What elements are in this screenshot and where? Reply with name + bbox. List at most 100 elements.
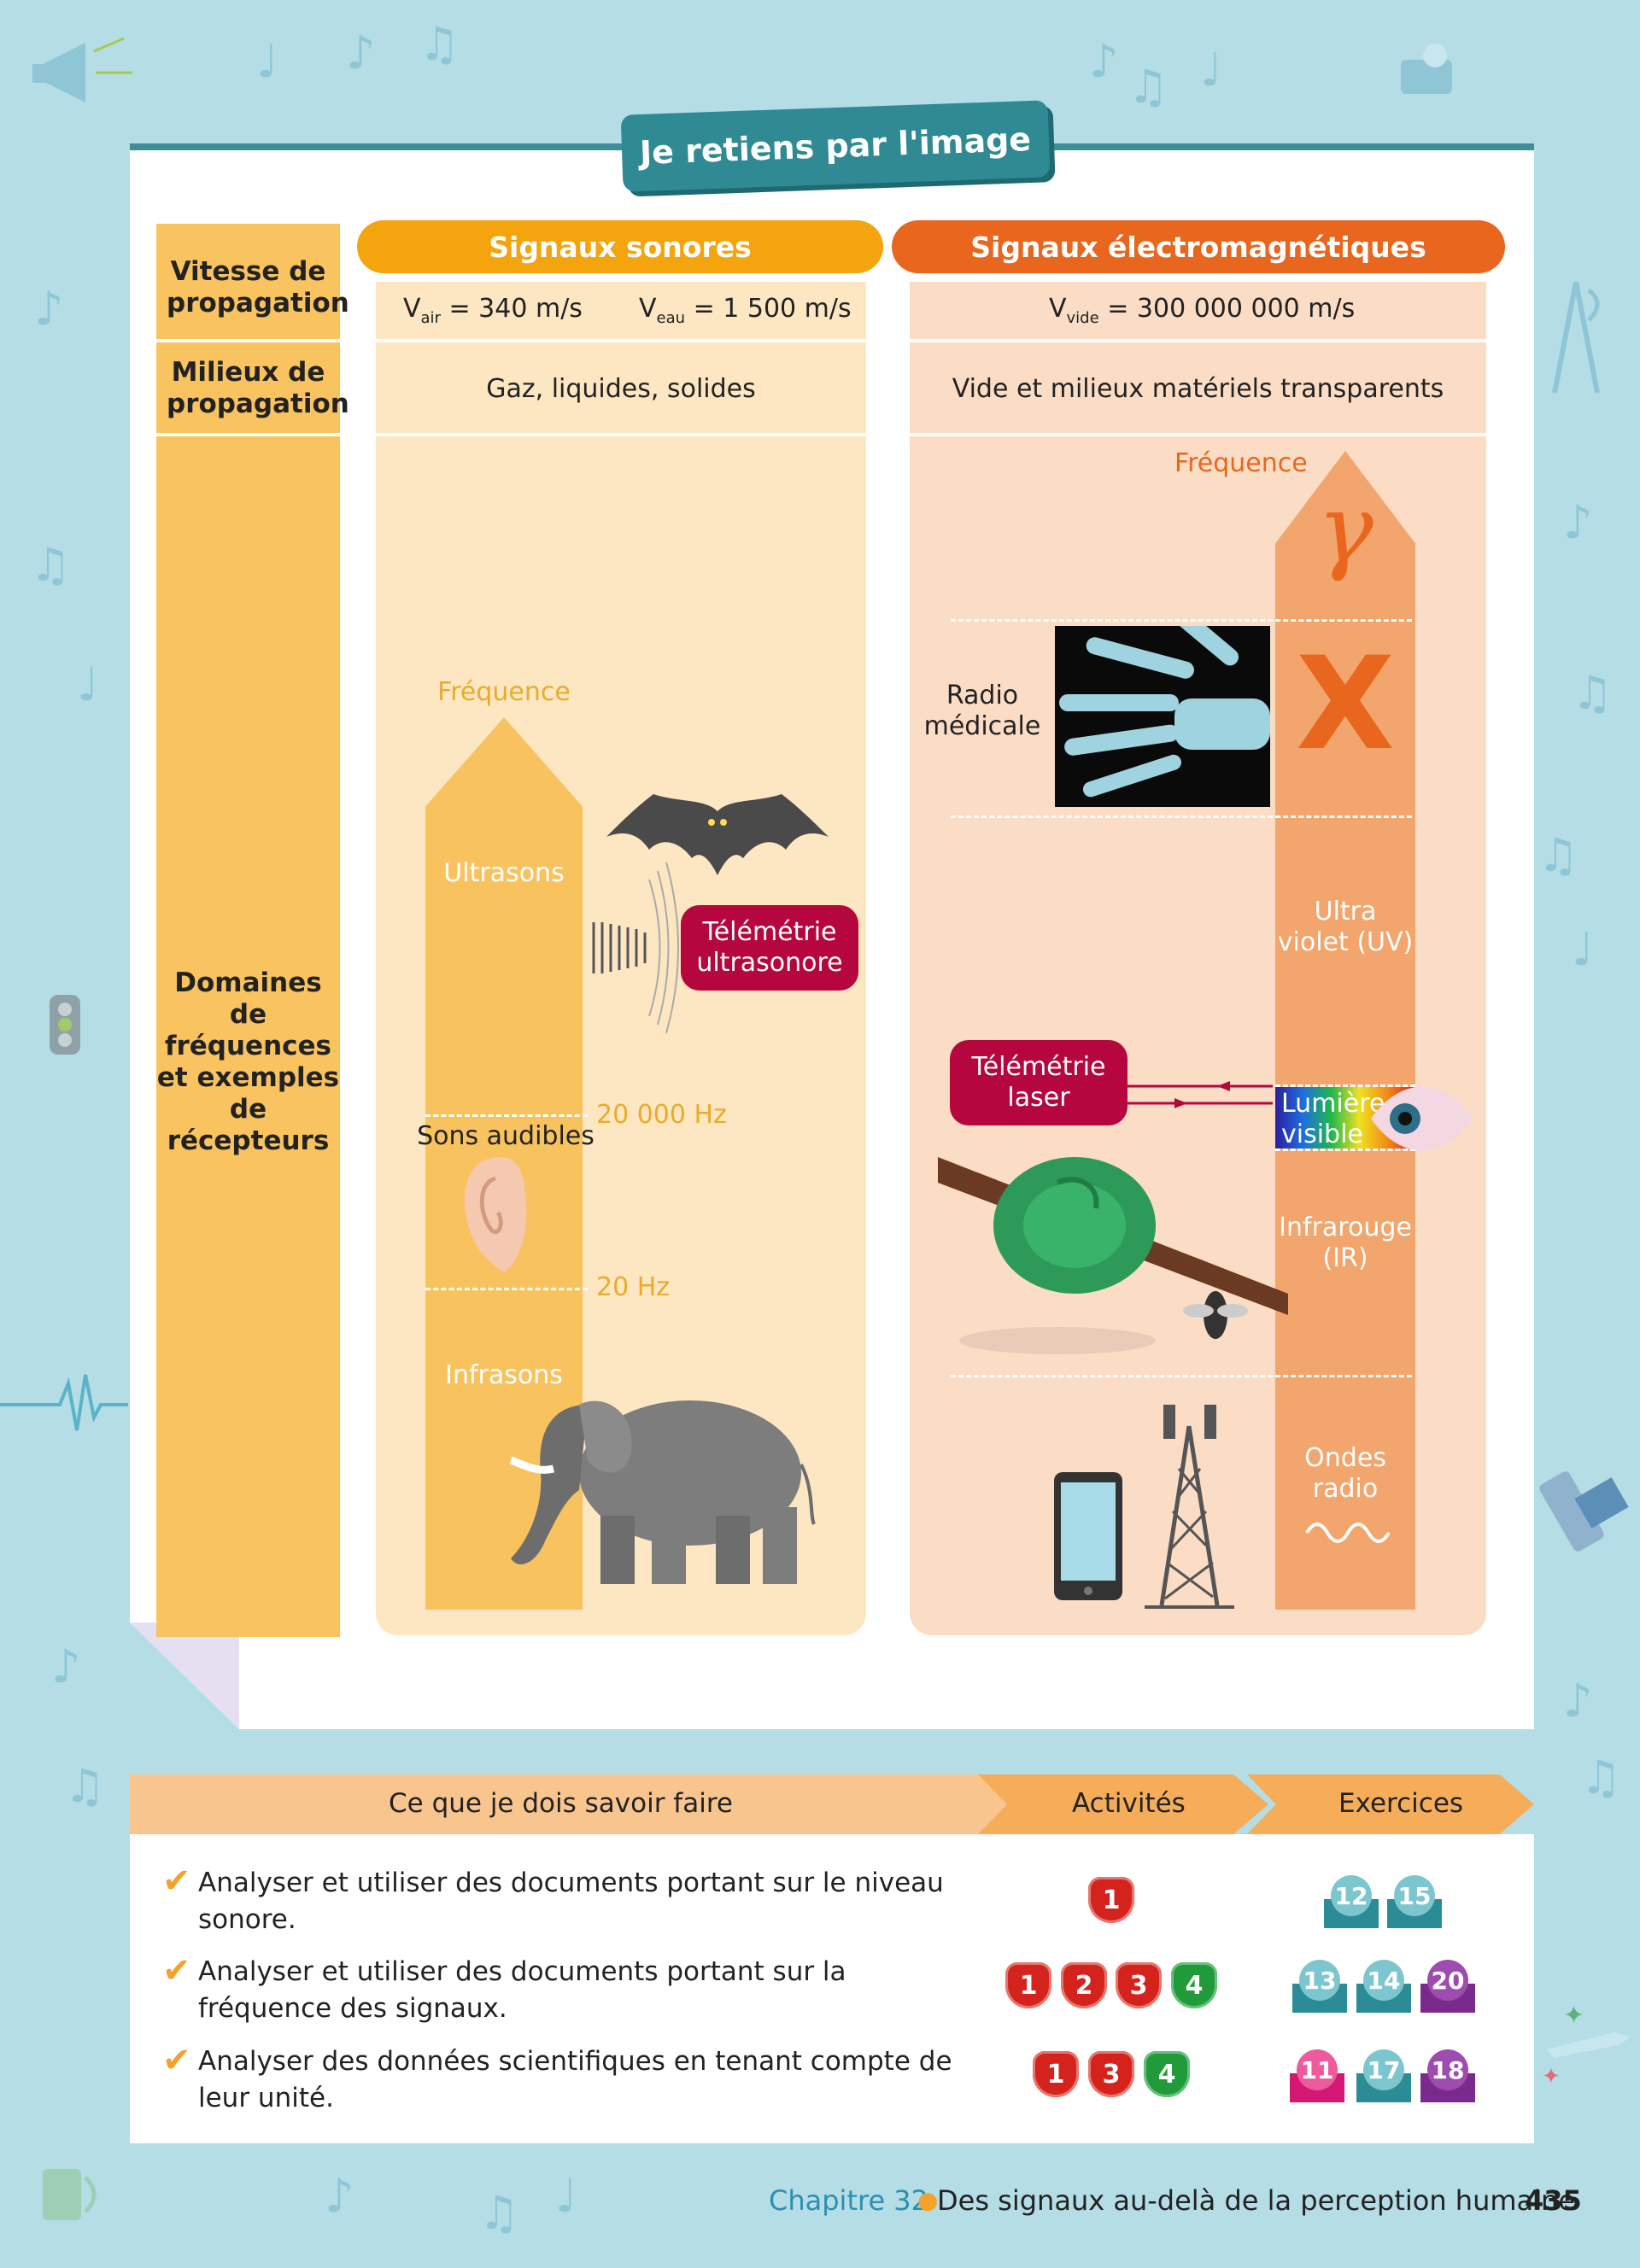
exercise-badge[interactable]: 12 [1324, 1875, 1379, 1928]
row-divider [376, 339, 866, 342]
em-media: Vide et milieux matériels transparents [952, 374, 1444, 404]
em-domain-divider [951, 815, 1412, 818]
smartphone-icon [1054, 1472, 1122, 1600]
row-label-column [156, 224, 340, 1637]
row-divider [376, 433, 866, 436]
row-divider [156, 339, 340, 342]
em-domain-divider [951, 1375, 1412, 1377]
xray-hand-image [1055, 626, 1270, 807]
activity-badge[interactable]: 3 [1088, 2051, 1134, 2097]
exercise-badge[interactable]: 20 [1420, 1960, 1475, 2013]
speaker-icon [43, 2169, 97, 2220]
activity-badge[interactable]: 2 [1061, 1962, 1107, 2008]
music-note-icon: ♪ [34, 282, 64, 336]
relay-tower-icon [1145, 1405, 1234, 1609]
music-note-icon: ♪ [1563, 1674, 1593, 1727]
antenna-tower-icon [1552, 281, 1600, 394]
sound-column-header: Signaux sonores [357, 220, 883, 273]
music-note-icon: ♩ [1200, 43, 1222, 96]
footer-chapter: Chapitre 32 [769, 2184, 929, 2217]
heartbeat-line-icon [0, 1374, 128, 1431]
music-note-icon: ♫ [1572, 666, 1614, 720]
em-domain-divider [951, 619, 1412, 622]
exercises-header-bar [1247, 1774, 1534, 1834]
music-note-icon: ♫ [419, 17, 460, 71]
activity-badge[interactable]: 4 [1144, 2051, 1190, 2097]
title-banner: Je retiens par l'image [620, 100, 1051, 192]
exercise-badge[interactable]: 15 [1387, 1875, 1442, 1928]
speed-vacuum: Vvide = 300 000 000 m/s [1049, 294, 1356, 327]
router-icon [1401, 44, 1452, 94]
snake-and-fly-illustration [938, 1157, 1288, 1354]
infrasons-label: Infrasons [445, 1360, 563, 1390]
em-domain-divider [1275, 1149, 1415, 1151]
svg-text:✦: ✦ [1563, 2001, 1584, 2031]
activity-badge[interactable]: 1 [1088, 1877, 1134, 1923]
music-note-icon: ♩ [77, 658, 99, 711]
music-note-icon: ♫ [30, 538, 72, 592]
music-note-icon: ♩ [256, 34, 278, 88]
music-note-icon: ♫ [1128, 60, 1169, 114]
music-note-icon: ♩ [1572, 922, 1594, 976]
music-note-icon: ♪ [1089, 34, 1119, 88]
music-note-icon: ♫ [1580, 1751, 1622, 1804]
row-divider [910, 339, 1486, 342]
visible-light-label: Lumière visible [1281, 1089, 1385, 1149]
exercise-badge[interactable]: 17 [1356, 2049, 1411, 2102]
activity-badge[interactable]: 4 [1171, 1962, 1217, 2008]
skill-row-1: Analyser et utiliser des documents porta… [198, 1868, 944, 1935]
ultrasonic-telemetry-label: Télémétrie ultrasonore [681, 905, 858, 991]
row-label-media: Milieux de propagation [167, 357, 349, 419]
exercise-badge[interactable]: 14 [1356, 1960, 1411, 2013]
skill-row-3: Analyser des données scientifiques en te… [198, 2046, 952, 2113]
exercise-badge[interactable]: 11 [1290, 2049, 1344, 2102]
music-note-icon: ♪ [1563, 495, 1593, 549]
row-divider [156, 433, 340, 436]
radio-medicale-label: Radio médicale [923, 681, 1041, 741]
music-note-icon: ♫ [1538, 828, 1579, 882]
limit-20hz: 20 Hz [596, 1272, 671, 1302]
xray-label: X [1296, 630, 1395, 779]
sound-media: Gaz, liquides, solides [486, 374, 756, 404]
footer-dot-icon: ● [917, 2186, 939, 2214]
em-frequency-arrow [1275, 451, 1415, 1610]
skills-header: Ce que je dois savoir faire [389, 1788, 733, 1819]
laser-telemetry-label: Télémétrie laser [950, 1040, 1128, 1125]
page-title: Je retiens par l'image [639, 120, 1032, 172]
row-label-speed: Vitesse de propagation [167, 256, 349, 319]
gamma-label: γ [1317, 474, 1374, 583]
traffic-light-icon [50, 995, 80, 1055]
music-note-icon: ♪ [325, 2169, 354, 2223]
activity-badge[interactable]: 1 [1033, 2051, 1079, 2097]
skills-header-bar [130, 1774, 1027, 1834]
music-note-icon: ♩ [555, 2169, 577, 2223]
music-note-icon: ♪ [51, 1640, 81, 1693]
airplane-icon: ✦✦ [1542, 2001, 1631, 2090]
uv-label: Ultra violet (UV) [1277, 897, 1414, 957]
exercises-header: Exercices [1338, 1788, 1464, 1819]
music-note-icon: ♫ [64, 1759, 106, 1813]
radio-waves-label: Ondes radio [1304, 1443, 1386, 1504]
laser-arrows [1128, 1081, 1273, 1108]
exercise-badge[interactable]: 18 [1420, 2049, 1475, 2102]
page-number: 435 [1525, 2184, 1582, 2217]
checkmark-icon: ✔ [162, 1862, 191, 1901]
ear-icon [464, 1157, 527, 1272]
activities-header-bar [978, 1774, 1268, 1834]
exercise-badge[interactable]: 13 [1292, 1960, 1347, 2013]
music-note-icon: ♪ [346, 26, 376, 79]
speed-water: Veau = 1 500 m/s [639, 294, 852, 327]
limit-line-high [425, 1114, 588, 1117]
skill-row-2: Analyser et utiliser des documents porta… [198, 1956, 846, 2024]
wave-squiggle-icon [1305, 1523, 1391, 1543]
bat-icon [606, 794, 829, 875]
sound-waves-icon [592, 862, 679, 1034]
activity-badge[interactable]: 1 [1005, 1962, 1051, 2008]
em-frequency-label: Fréquence [1174, 448, 1308, 478]
footer-chapter-title: Des signaux au-delà de la perception hum… [937, 2184, 1575, 2217]
row-label-domains: Domaines de fréquences et exemples de ré… [156, 967, 340, 1156]
row-divider [910, 433, 1486, 436]
satellite-icon [1539, 1471, 1629, 1552]
activity-badge[interactable]: 3 [1116, 1962, 1162, 2008]
audible-label: Sons audibles [417, 1121, 594, 1151]
